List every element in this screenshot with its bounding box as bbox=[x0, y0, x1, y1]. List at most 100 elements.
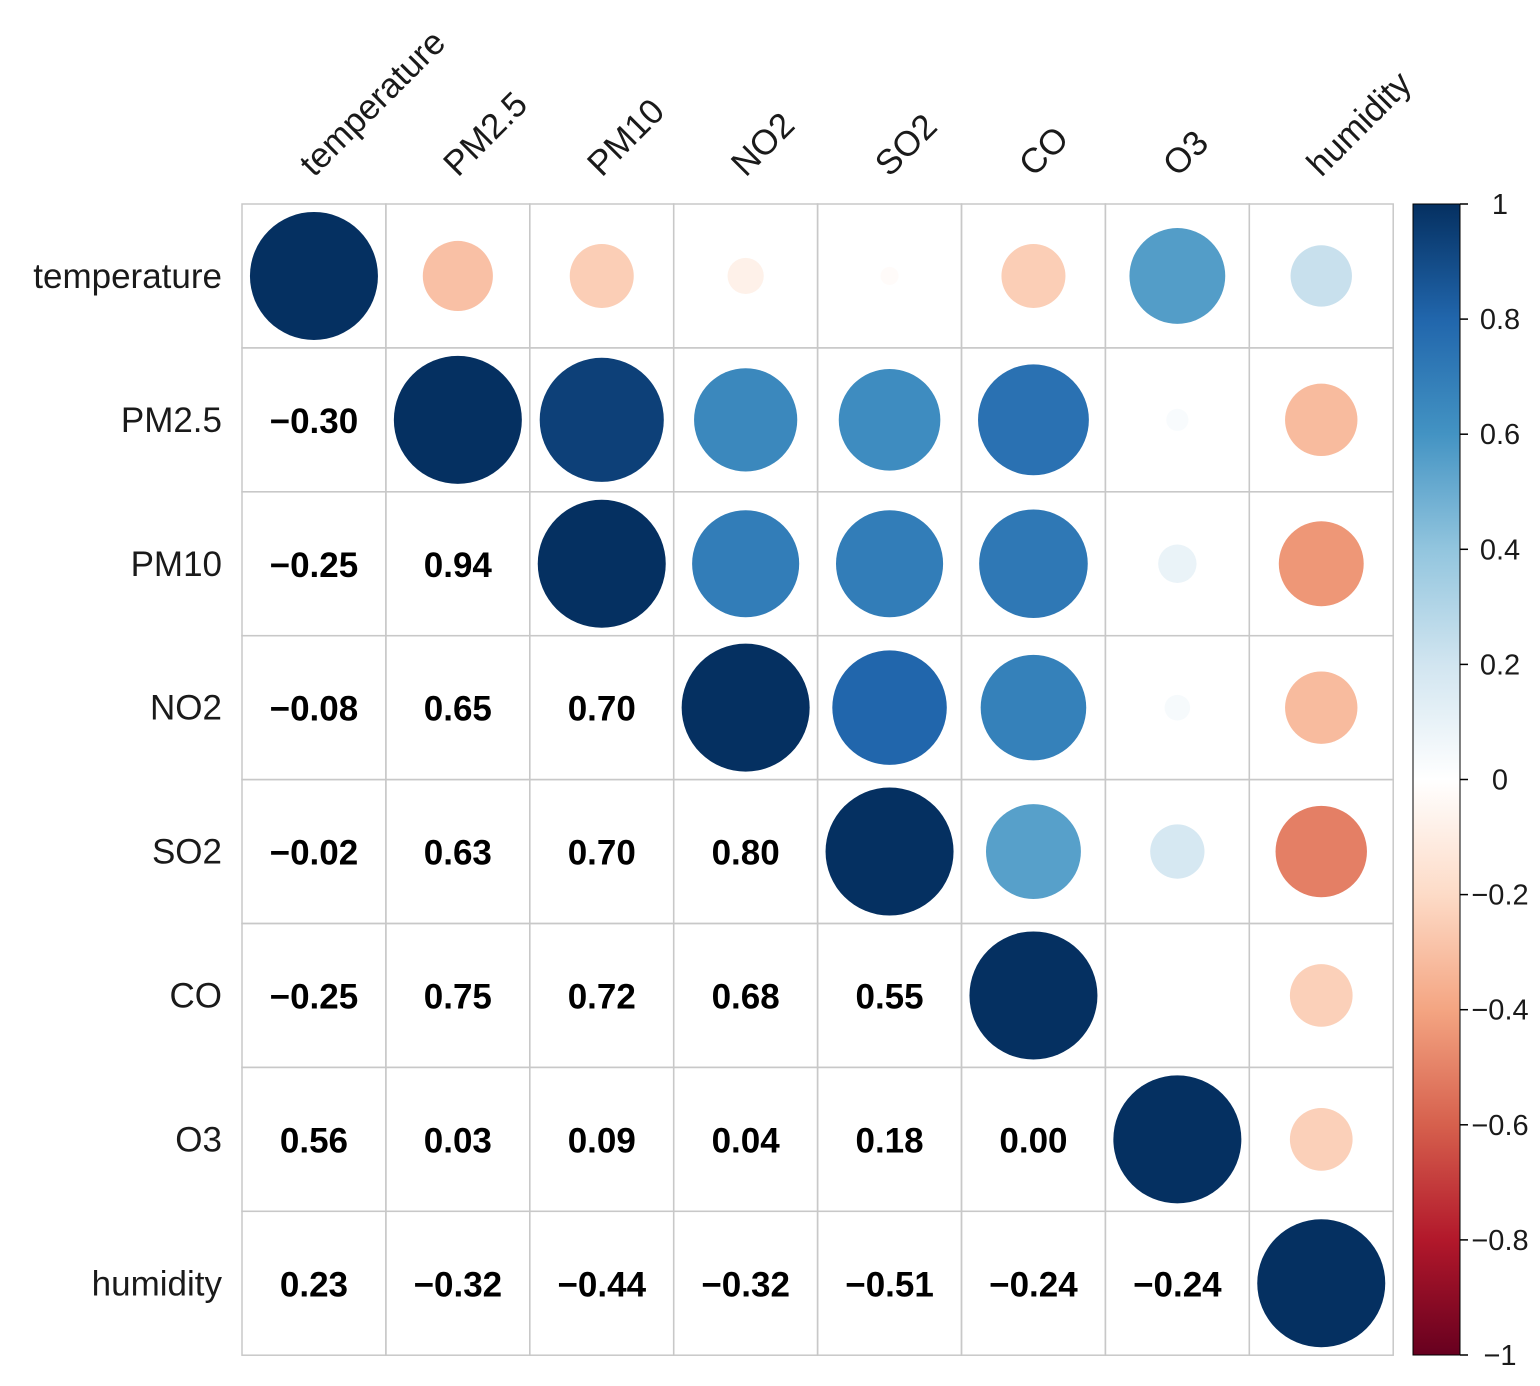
row-labels: temperature PM2.5 PM10 NO2 SO2 CO O3 humidity bbox=[33, 257, 222, 1303]
correlation-circle bbox=[539, 357, 664, 482]
colorbar-tick-label: 0.2 bbox=[1480, 649, 1520, 681]
correlation-circle bbox=[1278, 521, 1364, 607]
correlation-value: −0.24 bbox=[989, 1265, 1078, 1304]
column-label: O3 bbox=[1155, 123, 1216, 184]
correlation-value: 0.68 bbox=[712, 977, 780, 1016]
correlation-circle bbox=[393, 355, 522, 484]
correlation-circle bbox=[1166, 408, 1189, 431]
correlation-value: 0.18 bbox=[855, 1121, 923, 1160]
column-label: NO2 bbox=[724, 105, 802, 183]
colorbar-tick-label: −0.8 bbox=[1471, 1225, 1528, 1257]
correlation-value: −0.08 bbox=[270, 690, 359, 729]
row-label: temperature bbox=[33, 257, 222, 296]
colorbar-tick-label: 0.6 bbox=[1480, 419, 1520, 451]
correlation-circle bbox=[980, 654, 1087, 761]
colorbar bbox=[1412, 203, 1461, 1356]
row-label: NO2 bbox=[150, 689, 222, 728]
column-label: PM2.5 bbox=[436, 85, 535, 184]
correlation-value: 0.70 bbox=[568, 834, 636, 873]
correlation-value: 0.09 bbox=[568, 1121, 636, 1160]
colorbar-tick-label: −0.6 bbox=[1471, 1110, 1528, 1142]
correlation-circle bbox=[537, 499, 666, 628]
correlation-circle bbox=[1001, 243, 1066, 308]
correlation-value: −0.24 bbox=[1133, 1265, 1222, 1304]
correlation-value: 0.23 bbox=[280, 1265, 348, 1304]
row-label: humidity bbox=[92, 1264, 223, 1303]
correlation-circle bbox=[979, 509, 1088, 619]
correlation-value: 0.70 bbox=[568, 690, 636, 729]
colorbar-tick-label: 0 bbox=[1492, 765, 1508, 797]
colorbar-tick-label: 0.8 bbox=[1480, 304, 1520, 336]
correlation-value: 0.55 bbox=[855, 977, 923, 1016]
correlation-circle bbox=[727, 257, 764, 295]
correlation-value: −0.25 bbox=[270, 977, 359, 1016]
correlation-circle bbox=[985, 804, 1081, 900]
correlation-circle bbox=[1275, 805, 1367, 898]
correlation-circle bbox=[1289, 964, 1353, 1027]
correlation-value: 0.72 bbox=[568, 977, 636, 1016]
correlation-value: 0.80 bbox=[712, 834, 780, 873]
correlation-circle bbox=[832, 650, 947, 765]
correlation-circle bbox=[969, 931, 1098, 1060]
correlation-circle bbox=[692, 510, 800, 618]
row-label: SO2 bbox=[152, 833, 222, 872]
row-label: CO bbox=[170, 976, 223, 1015]
correlation-circle bbox=[1150, 824, 1205, 879]
correlation-circle bbox=[825, 787, 954, 916]
correlation-circle bbox=[1113, 1075, 1242, 1204]
correlation-circle bbox=[978, 364, 1089, 476]
correlation-circle bbox=[836, 510, 944, 618]
correlation-value: −0.30 bbox=[270, 402, 359, 441]
colorbar-tick-label: −0.4 bbox=[1471, 995, 1528, 1027]
matrix-grid bbox=[241, 203, 1394, 1356]
lower-numbers: −0.30 −0.25 0.94 −0.08 0.65 0.70 −0.02 0.63 0.70… bbox=[270, 402, 1222, 1304]
correlation-value: −0.51 bbox=[845, 1265, 934, 1304]
correlation-circle bbox=[249, 211, 378, 340]
colorbar-gradient bbox=[1412, 203, 1461, 1356]
correlation-circle bbox=[1164, 694, 1191, 721]
correlation-circle bbox=[1257, 1219, 1386, 1348]
correlation-circle bbox=[1285, 671, 1358, 744]
correlation-value: −0.02 bbox=[270, 834, 359, 873]
column-label: SO2 bbox=[868, 107, 945, 184]
correlation-value: 0.03 bbox=[424, 1121, 492, 1160]
correlation-value: 0.65 bbox=[424, 690, 492, 729]
matrix-cell bbox=[1248, 1210, 1394, 1356]
row-label: O3 bbox=[175, 1120, 222, 1159]
colorbar-ticks: 1 0.8 0.6 0.4 0.2 0 −0.2 −0.4 −0.6 −0.8 −1 bbox=[1460, 189, 1529, 1372]
correlation-circle bbox=[880, 266, 899, 286]
correlation-value: −0.44 bbox=[557, 1265, 646, 1304]
correlation-value: −0.32 bbox=[414, 1265, 503, 1304]
colorbar-tick-label: −0.2 bbox=[1471, 880, 1528, 912]
correlation-value: 0.56 bbox=[280, 1121, 348, 1160]
correlation-circle bbox=[1289, 1107, 1353, 1171]
correlation-value: 0.00 bbox=[999, 1121, 1067, 1160]
correlation-value: 0.94 bbox=[424, 546, 493, 585]
column-label: humidity bbox=[1299, 64, 1419, 184]
correlation-value: 0.63 bbox=[424, 834, 492, 873]
colorbar-tick-label: 1 bbox=[1492, 189, 1508, 221]
correlation-circle bbox=[1290, 245, 1352, 307]
colorbar-tick-label: 0.4 bbox=[1480, 534, 1520, 566]
correlation-circle bbox=[1285, 383, 1358, 457]
upper-circles bbox=[249, 211, 1386, 1348]
column-label: temperature bbox=[292, 23, 453, 184]
correlation-circle bbox=[681, 643, 810, 772]
column-label: PM10 bbox=[580, 91, 672, 183]
correlation-circle bbox=[1158, 544, 1197, 583]
correlation-circle bbox=[838, 369, 941, 471]
matrix-cell bbox=[1104, 922, 1251, 1069]
row-label: PM2.5 bbox=[121, 401, 222, 440]
row-label: PM10 bbox=[131, 545, 222, 584]
correlation-value: 0.04 bbox=[712, 1121, 781, 1160]
correlation-value: −0.25 bbox=[270, 546, 359, 585]
column-label: CO bbox=[1012, 119, 1077, 184]
colorbar-tick-label: −1 bbox=[1483, 1340, 1516, 1372]
correlation-circle bbox=[694, 368, 798, 472]
correlation-circle bbox=[1129, 228, 1226, 324]
correlation-circle bbox=[569, 243, 634, 308]
correlation-value: −0.32 bbox=[701, 1265, 790, 1304]
correlation-value: 0.75 bbox=[424, 977, 492, 1016]
